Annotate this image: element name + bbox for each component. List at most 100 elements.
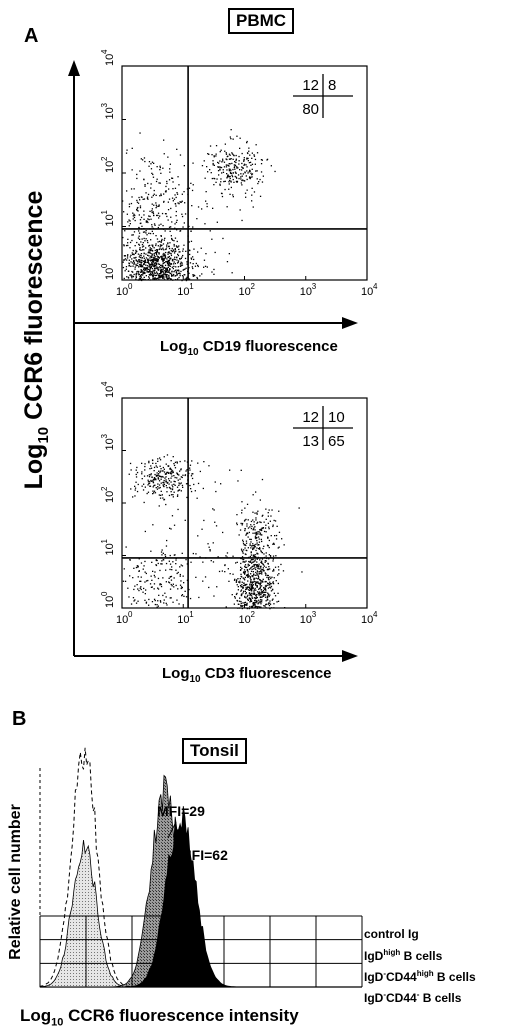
event-dot — [208, 546, 210, 548]
event-dot — [157, 474, 159, 476]
event-dot — [254, 554, 256, 556]
event-dot — [243, 157, 245, 159]
event-dot — [264, 585, 267, 587]
event-dot — [243, 561, 245, 563]
y-tick-label: 10 — [104, 438, 116, 450]
event-dot — [129, 247, 131, 249]
event-dot — [157, 277, 160, 279]
event-dot — [192, 226, 194, 228]
event-dot — [140, 241, 142, 243]
event-dot — [247, 598, 249, 600]
event-dot — [240, 602, 242, 604]
event-dot — [217, 556, 219, 558]
event-dot — [260, 580, 262, 582]
event-dot — [190, 475, 193, 477]
event-dot — [251, 566, 253, 568]
event-dot — [135, 249, 137, 252]
event-dot — [236, 514, 238, 516]
event-dot — [228, 188, 230, 190]
event-dot — [155, 244, 157, 247]
event-dot — [259, 572, 261, 575]
event-dot — [135, 265, 137, 267]
event-dot — [136, 241, 138, 244]
event-dot — [246, 525, 248, 527]
event-dot — [216, 178, 218, 180]
event-dot — [258, 565, 260, 567]
event-dot — [176, 274, 178, 276]
event-dot — [228, 183, 230, 185]
event-dot — [226, 206, 228, 208]
event-dot — [256, 565, 258, 568]
event-dot — [148, 462, 150, 464]
event-dot — [184, 268, 186, 270]
event-dot — [156, 255, 158, 257]
event-dot — [229, 168, 231, 170]
event-dot — [150, 575, 152, 577]
event-dot — [128, 270, 130, 272]
event-dot — [244, 192, 247, 194]
event-dot — [262, 564, 265, 566]
event-dot — [128, 473, 130, 475]
event-dot — [173, 249, 175, 251]
event-dot — [140, 253, 143, 255]
event-dot — [240, 594, 242, 596]
event-dot — [157, 261, 159, 263]
event-dot — [181, 256, 183, 258]
event-dot — [157, 214, 159, 217]
event-dot — [244, 596, 246, 598]
event-dot — [158, 273, 161, 275]
event-dot — [173, 475, 175, 477]
event-dot — [155, 258, 157, 260]
event-dot — [203, 461, 205, 463]
event-dot — [126, 149, 128, 151]
event-dot — [261, 540, 263, 543]
event-dot — [246, 142, 248, 144]
event-dot — [144, 240, 146, 242]
event-dot — [145, 221, 147, 223]
event-dot — [142, 568, 144, 570]
event-dot — [135, 566, 138, 569]
event-dot — [242, 558, 244, 561]
event-dot — [247, 527, 250, 529]
event-dot — [183, 222, 185, 224]
event-dot — [170, 488, 172, 490]
event-dot — [138, 570, 140, 572]
event-dot — [160, 482, 162, 484]
event-dot — [242, 577, 244, 579]
event-dot — [176, 192, 178, 194]
event-dot — [149, 274, 151, 276]
event-dot — [205, 191, 207, 193]
event-dot — [158, 594, 160, 596]
event-dot — [148, 262, 150, 264]
event-dot — [157, 256, 159, 258]
event-dot — [180, 580, 182, 582]
event-dot — [163, 499, 165, 501]
event-dot — [156, 258, 159, 260]
panel-a-vertical-arrowhead — [68, 60, 80, 76]
event-dot — [164, 255, 167, 257]
event-dot — [163, 255, 166, 257]
event-dot — [254, 529, 256, 531]
event-dot — [152, 278, 154, 280]
event-dot — [260, 521, 262, 524]
event-dot — [132, 597, 135, 599]
event-dot — [230, 138, 232, 140]
event-dot — [173, 577, 175, 579]
event-dot — [163, 273, 166, 275]
event-dot — [270, 587, 272, 589]
event-dot — [147, 193, 150, 196]
event-dot — [130, 274, 132, 276]
event-dot — [257, 521, 259, 523]
event-dot — [259, 586, 262, 588]
event-dot — [162, 497, 164, 499]
event-dot — [254, 567, 256, 569]
event-dot — [241, 184, 243, 186]
event-dot — [240, 569, 242, 571]
event-dot — [265, 524, 267, 526]
event-dot — [244, 564, 247, 566]
event-dot — [182, 254, 184, 257]
event-dot — [151, 253, 153, 255]
event-dot — [170, 481, 172, 483]
event-dot — [197, 535, 199, 537]
event-dot — [282, 570, 285, 572]
